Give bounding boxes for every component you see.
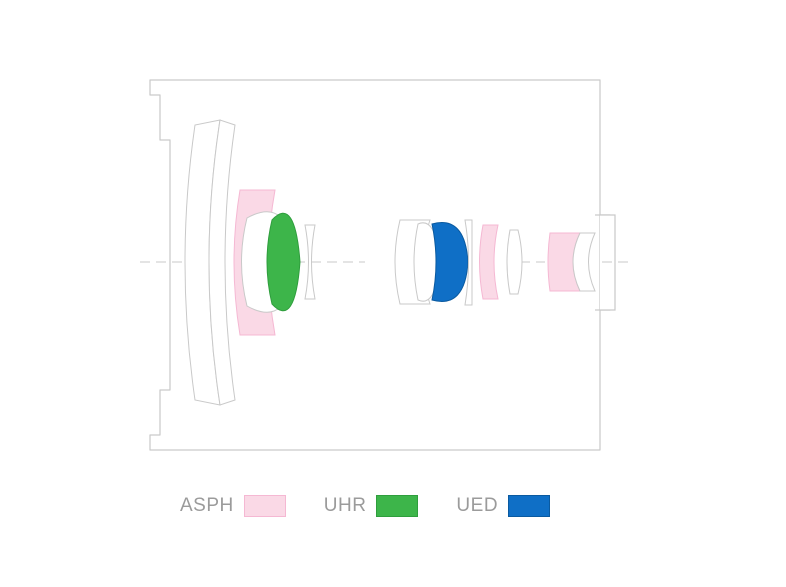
lens-element-e5-uhr [267, 213, 300, 311]
legend-label-asph: ASPH [180, 495, 234, 517]
lens-diagram [140, 40, 640, 475]
legend: ASPH UHR UED [180, 495, 550, 517]
lens-element-e11 [507, 230, 522, 294]
legend-label-uhr: UHR [324, 495, 367, 517]
legend-swatch-asph [244, 495, 286, 517]
legend-item-ued: UED [456, 495, 550, 517]
legend-label-ued: UED [456, 495, 498, 517]
lens-cross-section-svg [140, 40, 640, 470]
legend-item-asph: ASPH [180, 495, 286, 517]
legend-item-uhr: UHR [324, 495, 419, 517]
legend-swatch-uhr [376, 495, 418, 517]
legend-swatch-ued [508, 495, 550, 517]
